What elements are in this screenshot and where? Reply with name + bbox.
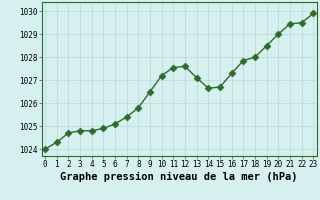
- X-axis label: Graphe pression niveau de la mer (hPa): Graphe pression niveau de la mer (hPa): [60, 172, 298, 182]
